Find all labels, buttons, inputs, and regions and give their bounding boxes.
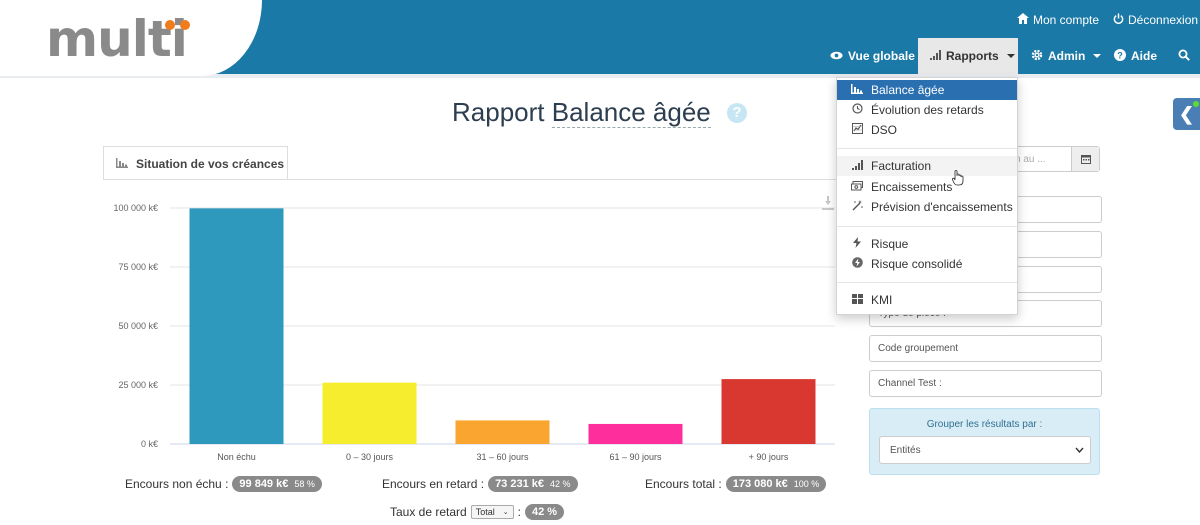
- chevron-down-icon: [1006, 54, 1015, 58]
- taux-select[interactable]: Total ⌄: [470, 505, 514, 519]
- x-axis: Non échu 0 – 30 jours 31 – 60 jours 61 – 90…: [217, 452, 789, 462]
- tab-situation[interactable]: Situation de vos créances: [103, 146, 288, 180]
- bolt-icon: [851, 237, 863, 251]
- navbar-divider: [0, 74, 1200, 78]
- y-tick-label: 75 000 k€: [118, 262, 158, 272]
- y-tick-label: 50 000 k€: [118, 321, 158, 331]
- search-button[interactable]: [1178, 38, 1190, 74]
- grid-chart-icon: [851, 123, 863, 137]
- bar[interactable]: [588, 423, 683, 444]
- hand-cursor-icon: [952, 170, 964, 189]
- dashboard-icon: [851, 293, 863, 307]
- nav-admin[interactable]: Admin: [1031, 38, 1102, 74]
- channel-test-field[interactable]: Channel Test :: [869, 370, 1102, 397]
- rapports-dropdown-menu: Balance âgée Évolution des retards DSO F…: [836, 77, 1018, 315]
- aged-balance-chart: 0 k€ 25 000 k€ 50 000 k€ 75 000 k€ 100 000 k…: [113, 196, 835, 462]
- logout-link[interactable]: Déconnexion: [1113, 13, 1198, 27]
- status-dot: [1193, 101, 1199, 107]
- menu-item-encaissements[interactable]: Encaissements: [837, 177, 1017, 197]
- menu-separator: [837, 148, 1017, 149]
- bar-chart-icon: [851, 83, 863, 97]
- help-icon[interactable]: ?: [727, 103, 747, 123]
- code-groupement-field[interactable]: Code groupement: [869, 335, 1102, 362]
- group-by-select[interactable]: Entités: [879, 436, 1091, 464]
- retard-badge: 73 231 k€ 42 %: [488, 476, 578, 492]
- summary-taux: Taux de retard Total ⌄ : 42 %: [390, 504, 565, 520]
- x-tick-label: Non échu: [217, 452, 256, 462]
- x-tick-label: + 90 jours: [749, 452, 789, 462]
- chevron-down-icon: [1075, 445, 1084, 456]
- x-tick-label: 0 – 30 jours: [346, 452, 394, 462]
- page-title: Rapport Balance âgée: [452, 97, 711, 128]
- magic-icon: [851, 200, 863, 214]
- logo-dot-icon: [180, 20, 190, 30]
- logo-dot-icon: [165, 20, 175, 30]
- summary-non-echu: Encours non échu : 99 849 k€ 58 %: [125, 476, 322, 492]
- signal-icon: [851, 159, 863, 173]
- gear-icon: [1031, 49, 1043, 64]
- menu-separator: [837, 226, 1017, 227]
- bar[interactable]: [189, 208, 284, 444]
- eye-icon: [830, 49, 843, 63]
- y-tick-label: 100 000 k€: [113, 203, 158, 213]
- total-badge: 173 080 k€ 100 %: [725, 476, 827, 492]
- menu-item-risque-consolide[interactable]: Risque consolidé: [837, 254, 1017, 274]
- account-link[interactable]: Mon compte: [1017, 13, 1099, 27]
- bar[interactable]: [322, 382, 417, 444]
- nav-rapports[interactable]: Rapports: [918, 38, 1018, 74]
- money-icon: [851, 180, 863, 194]
- calendar-icon[interactable]: [1071, 147, 1099, 171]
- chevron-down-icon: [1093, 54, 1102, 58]
- menu-item-facturation[interactable]: Facturation: [837, 156, 1017, 176]
- menu-item-prevision[interactable]: Prévision d'encaissements: [837, 197, 1017, 217]
- clock-icon: [851, 103, 863, 117]
- menu-item-evolution-retards[interactable]: Évolution des retards: [837, 100, 1017, 120]
- side-panel-toggle[interactable]: ❮: [1173, 98, 1200, 130]
- chevron-left-icon: ❮: [1178, 103, 1195, 124]
- menu-item-balance-agee[interactable]: Balance âgée: [837, 80, 1017, 100]
- tab-divider: [103, 179, 836, 180]
- download-icon[interactable]: [822, 196, 834, 210]
- x-tick-label: 31 – 60 jours: [476, 452, 529, 462]
- nav-aide[interactable]: ? Aide: [1114, 38, 1157, 74]
- menu-item-dso[interactable]: DSO: [837, 120, 1017, 140]
- bar[interactable]: [455, 420, 550, 444]
- summary-retard: Encours en retard : 73 231 k€ 42 %: [382, 476, 578, 492]
- chevron-down-icon: ⌄: [502, 509, 509, 516]
- bolt-circle-icon: [851, 257, 863, 271]
- bar[interactable]: [721, 379, 816, 444]
- y-tick-label: 25 000 k€: [118, 380, 158, 390]
- bar-chart-icon: [930, 49, 941, 63]
- svg-text:?: ?: [1117, 50, 1123, 60]
- home-icon: [1017, 13, 1029, 27]
- nav-vue-globale[interactable]: Vue globale: [830, 38, 915, 74]
- question-icon: ?: [1114, 48, 1126, 64]
- y-tick-label: 0 k€: [141, 439, 158, 449]
- taux-badge: 42 %: [524, 504, 565, 520]
- non-echu-badge: 99 849 k€ 58 %: [232, 476, 322, 492]
- logo[interactable]: multi: [46, 10, 190, 68]
- menu-item-risque[interactable]: Risque: [837, 234, 1017, 254]
- group-by-panel: Grouper les résultats par : Entités: [869, 408, 1100, 475]
- bar-chart-icon: [116, 157, 128, 171]
- x-tick-label: 61 – 90 jours: [609, 452, 662, 462]
- power-icon: [1113, 13, 1124, 27]
- y-axis: 0 k€ 25 000 k€ 50 000 k€ 75 000 k€ 100 000 k…: [113, 203, 158, 449]
- menu-separator: [837, 282, 1017, 283]
- logo-panel: multi: [0, 0, 262, 76]
- summary-total: Encours total : 173 080 k€ 100 %: [645, 476, 827, 492]
- bars: [189, 208, 816, 444]
- search-icon: [1178, 49, 1190, 64]
- menu-item-kmi[interactable]: KMI: [837, 290, 1017, 310]
